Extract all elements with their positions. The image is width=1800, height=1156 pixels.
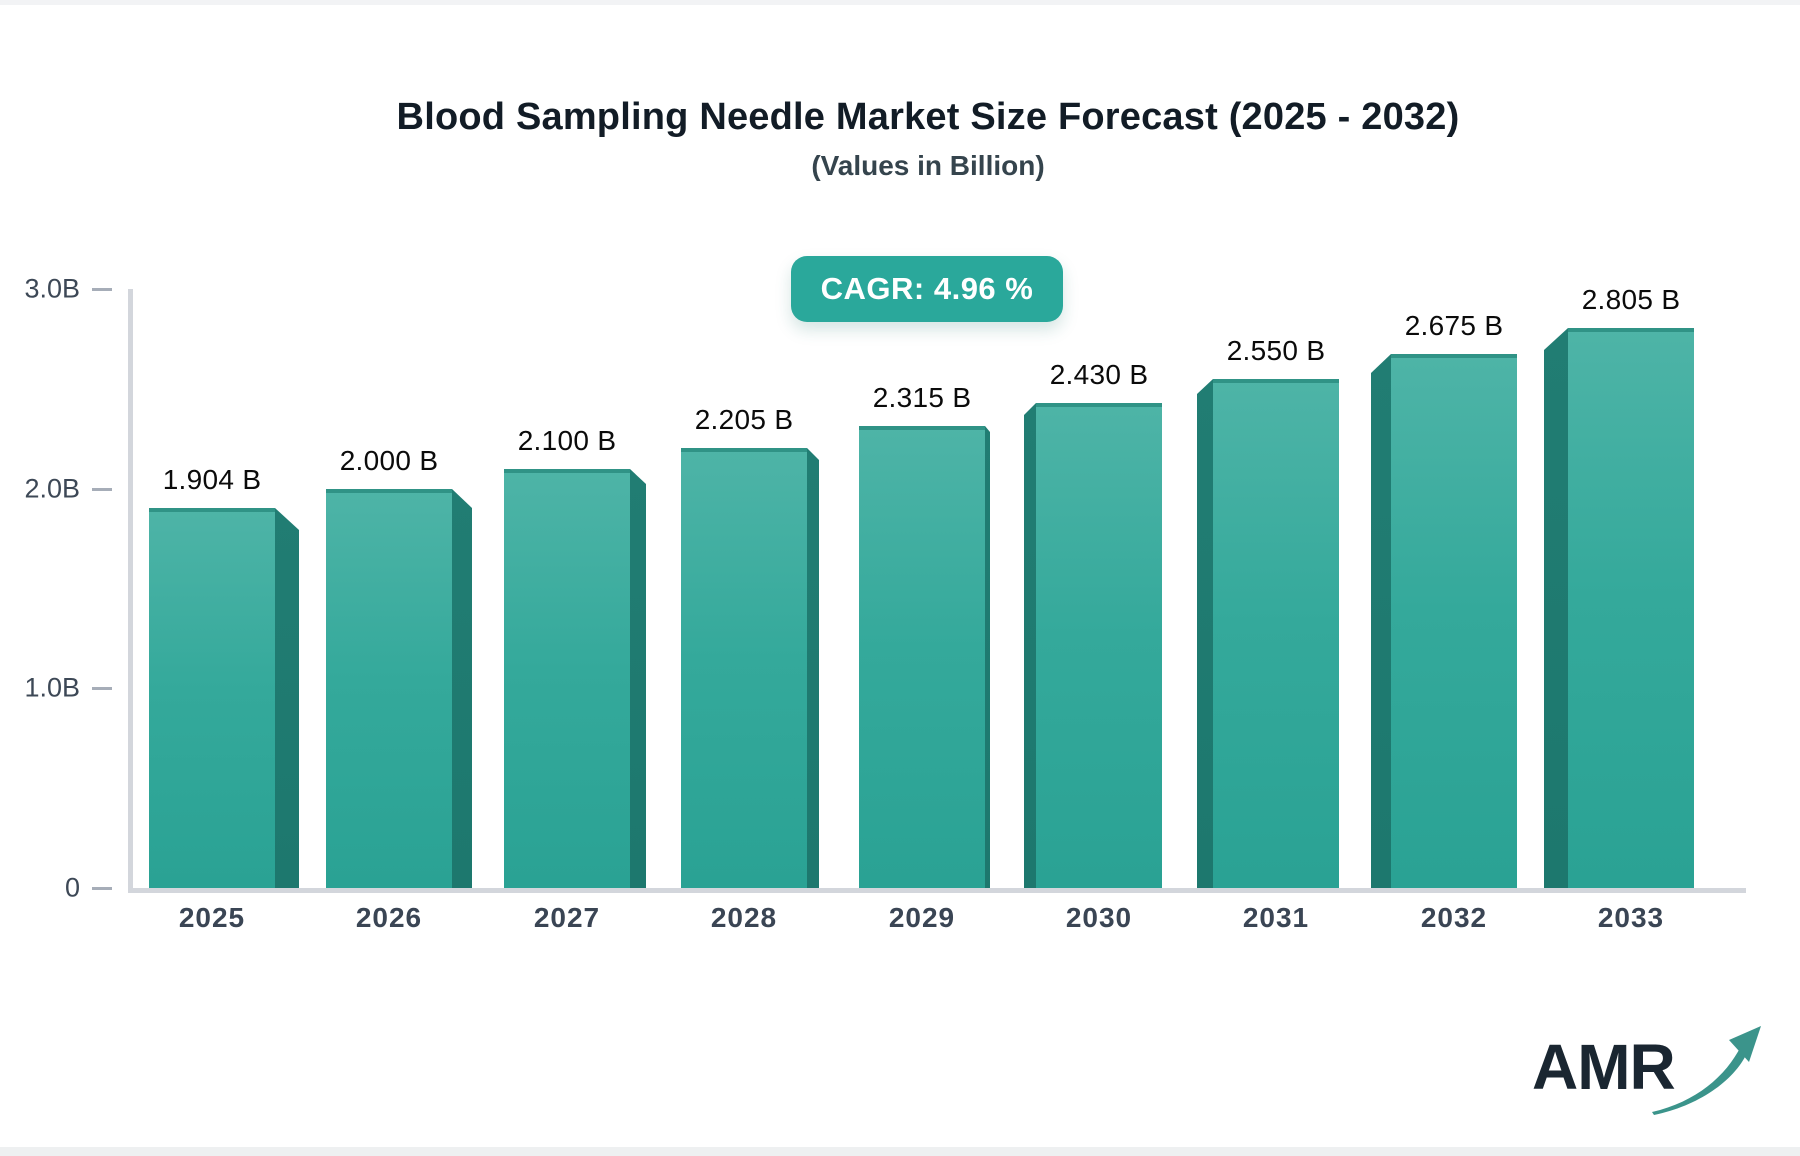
bar-side-face — [807, 448, 819, 888]
y-tick-mark — [92, 487, 112, 491]
x-axis-label: 2026 — [355, 902, 423, 933]
chart-subtitle: (Values in Billion) — [811, 150, 1045, 181]
bar-value-label: 2.550 B — [1226, 335, 1326, 366]
bar-side-face — [1544, 328, 1568, 888]
bar-2027 — [504, 469, 630, 888]
bar-side-face — [1371, 354, 1391, 888]
amr-logo-text: AMR — [1532, 1031, 1676, 1103]
bar-value-label: 2.430 B — [1049, 359, 1149, 390]
bar-value-label: 2.675 B — [1404, 310, 1504, 341]
chart-title: Blood Sampling Needle Market Size Foreca… — [396, 96, 1460, 138]
amr-logo: AMR — [1532, 1026, 1762, 1120]
bar-2028 — [681, 448, 807, 888]
bar-2029 — [859, 426, 985, 888]
trend-arrow-icon — [1652, 1026, 1761, 1115]
bar-2032 — [1391, 354, 1517, 888]
cagr-badge: CAGR: 4.96 % — [791, 256, 1063, 322]
y-tick-label: 1.0B — [24, 672, 80, 703]
bar-side-face — [630, 469, 646, 888]
bar-2030 — [1036, 403, 1162, 888]
y-tick-label: 2.0B — [24, 473, 80, 504]
x-axis-label: 2025 — [178, 902, 246, 933]
bar-value-label: 1.904 B — [162, 464, 262, 495]
bar-2026 — [326, 489, 452, 888]
bar-2025 — [149, 508, 275, 888]
bar-side-face — [452, 489, 472, 888]
bar-side-face — [275, 508, 299, 888]
cagr-badge-label: CAGR: 4.96 % — [820, 271, 1034, 306]
bar-2033 — [1568, 328, 1694, 888]
y-tick-mark — [92, 288, 112, 291]
x-axis-label: 2029 — [888, 902, 956, 933]
y-axis-line — [128, 289, 133, 893]
x-axis-line — [128, 888, 1746, 893]
bar-value-label: 2.805 B — [1581, 284, 1681, 315]
y-tick-label: 0 — [64, 872, 80, 903]
bar-side-face — [1024, 403, 1036, 888]
x-axis-label: 2030 — [1065, 902, 1133, 933]
bar-value-label: 2.000 B — [339, 445, 439, 476]
bar-side-face — [1197, 379, 1213, 888]
x-axis-label: 2033 — [1597, 902, 1665, 933]
y-tick-mark — [92, 887, 112, 890]
y-tick-label: 3.0B — [24, 273, 80, 304]
bar-value-label: 2.205 B — [694, 404, 794, 435]
x-axis-label: 2027 — [533, 902, 601, 933]
bar-2031 — [1213, 379, 1339, 888]
top-border — [0, 0, 1800, 5]
bar-value-label: 2.100 B — [517, 425, 617, 456]
bar-value-label: 2.315 B — [872, 382, 972, 413]
bar-side-face — [985, 426, 990, 888]
x-axis-label: 2032 — [1420, 902, 1488, 933]
x-axis-label: 2028 — [710, 902, 778, 933]
bottom-border — [0, 1147, 1800, 1156]
y-tick-mark — [92, 687, 112, 691]
x-axis-label: 2031 — [1242, 902, 1310, 933]
